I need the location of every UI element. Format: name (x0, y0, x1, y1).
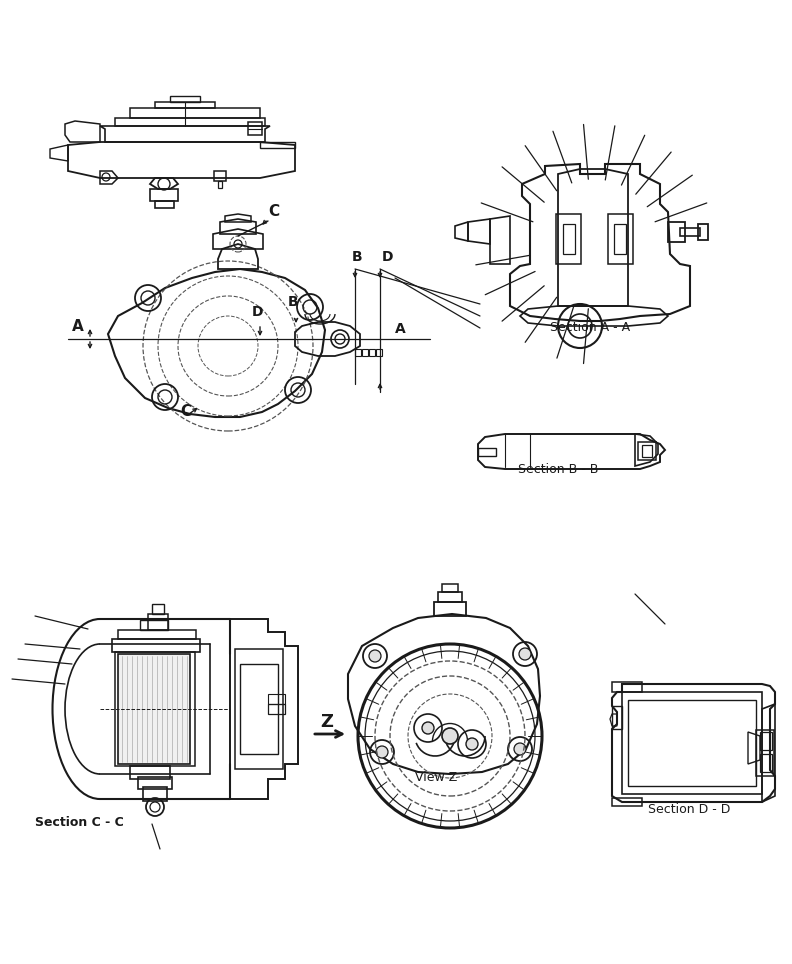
Text: A: A (395, 322, 406, 336)
Text: D: D (252, 305, 264, 319)
Bar (614, 224, 626, 254)
Bar (760, 754, 772, 772)
Text: Section C - C: Section C - C (35, 816, 124, 829)
Text: C: C (268, 204, 279, 219)
Circle shape (369, 650, 381, 662)
Circle shape (514, 743, 526, 755)
Bar (638, 442, 656, 460)
Bar (612, 798, 642, 806)
Bar (478, 448, 496, 456)
Bar (438, 592, 462, 602)
Text: Section A - A: Section A - A (550, 321, 630, 334)
Circle shape (519, 648, 531, 660)
Bar (143, 787, 167, 801)
Bar (115, 652, 195, 766)
Bar (118, 654, 190, 764)
Bar (140, 620, 168, 630)
Text: Z: Z (320, 713, 333, 731)
Text: Section B - B: Section B - B (518, 463, 599, 476)
Bar (608, 214, 633, 264)
Bar (434, 602, 466, 616)
Bar (760, 732, 772, 750)
Circle shape (442, 728, 458, 744)
Bar (642, 445, 652, 457)
Text: A: A (72, 319, 84, 334)
Text: B: B (288, 295, 299, 309)
Bar (138, 777, 172, 789)
Bar (152, 604, 164, 614)
Circle shape (376, 746, 388, 758)
Bar (556, 214, 581, 264)
Bar (442, 584, 458, 592)
Circle shape (466, 738, 478, 750)
Circle shape (422, 722, 434, 734)
Text: C: C (180, 404, 191, 419)
Bar (628, 700, 756, 786)
Bar (563, 224, 575, 254)
Bar (240, 664, 278, 754)
Bar (612, 682, 642, 692)
Bar (756, 730, 774, 776)
Text: View Z: View Z (415, 771, 457, 784)
Text: B: B (352, 250, 363, 264)
Bar (235, 649, 283, 769)
Bar (622, 692, 762, 794)
Text: Section D - D: Section D - D (648, 803, 730, 816)
Text: D: D (382, 250, 394, 264)
